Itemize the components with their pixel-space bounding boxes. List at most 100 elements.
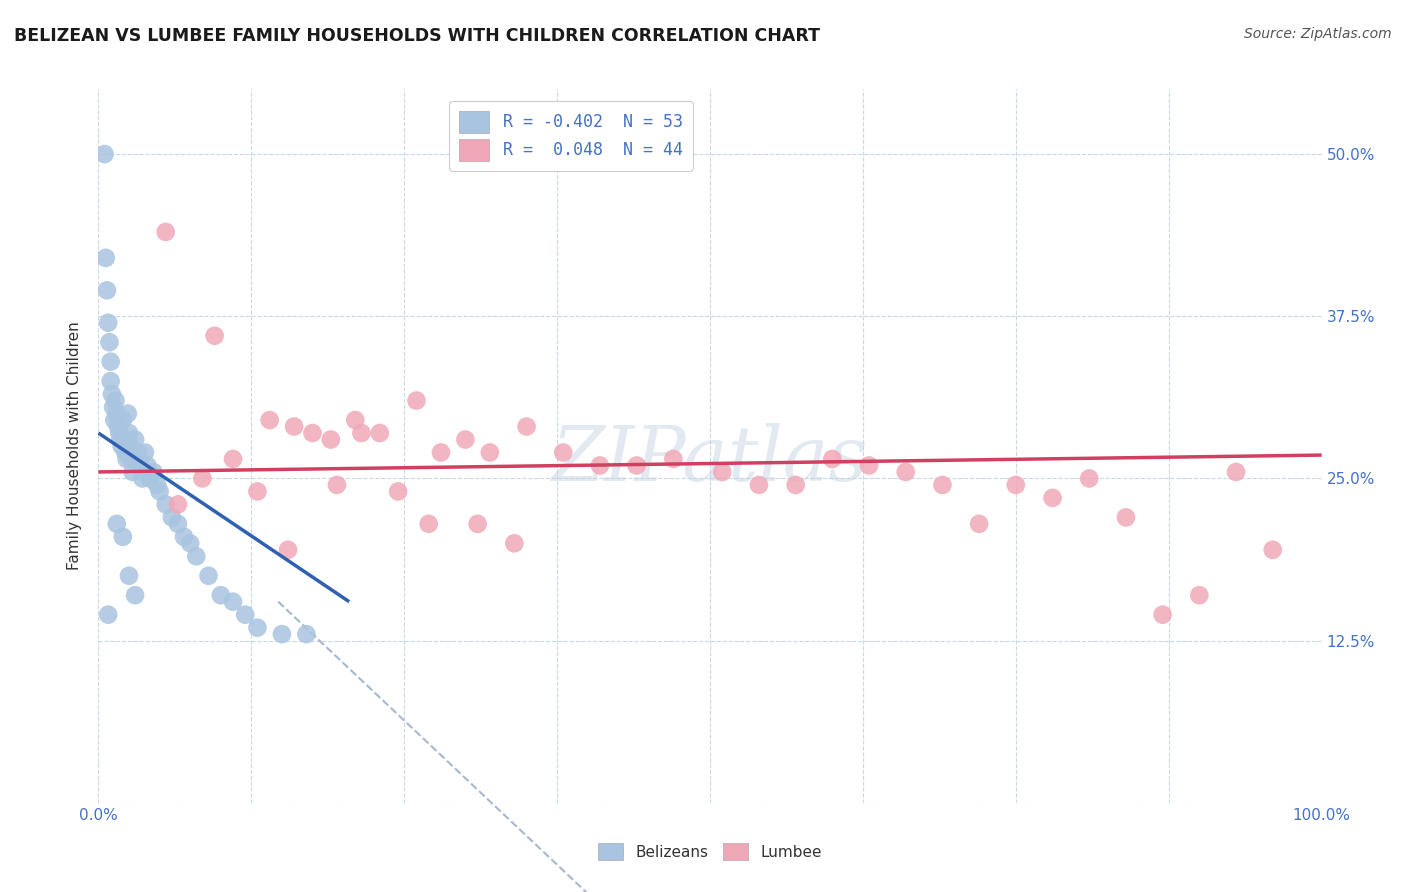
Point (204, 328, 226, 343)
Point (931, 478, 953, 492)
Point (858, 458, 880, 473)
Point (98, 335, 121, 350)
Point (418, 516, 440, 531)
Point (114, 445, 136, 459)
Point (118, 568, 141, 582)
Point (326, 478, 349, 492)
Point (97, 316, 120, 330)
Point (222, 452, 245, 467)
Point (191, 471, 214, 485)
Point (277, 542, 299, 557)
Point (246, 484, 269, 499)
Point (467, 516, 489, 531)
Point (1078, 471, 1101, 485)
Legend: Belizeans, Lumbee: Belizeans, Lumbee (592, 837, 828, 866)
Point (626, 458, 648, 473)
Point (100, 374, 122, 388)
Point (107, 419, 129, 434)
Point (108, 425, 131, 440)
Point (1188, 588, 1211, 602)
Point (711, 465, 734, 479)
Point (124, 433, 146, 447)
Point (405, 393, 427, 408)
Point (1004, 478, 1026, 492)
Point (104, 393, 127, 408)
Text: BELIZEAN VS LUMBEE FAMILY HOUSEHOLDS WITH CHILDREN CORRELATION CHART: BELIZEAN VS LUMBEE FAMILY HOUSEHOLDS WIT… (14, 27, 820, 45)
Point (197, 568, 219, 582)
Point (167, 516, 190, 531)
Point (1115, 510, 1137, 524)
Point (1261, 542, 1284, 557)
Text: Source: ZipAtlas.com: Source: ZipAtlas.com (1244, 27, 1392, 41)
Point (136, 458, 159, 473)
Point (387, 484, 409, 499)
Point (368, 425, 391, 440)
Point (105, 516, 128, 531)
Point (124, 588, 146, 602)
Point (319, 433, 342, 447)
Point (748, 478, 770, 492)
Point (1152, 607, 1174, 622)
Point (94, 251, 117, 265)
Point (179, 536, 201, 550)
Point (155, 225, 177, 239)
Y-axis label: Family Households with Children: Family Households with Children (67, 322, 83, 570)
Point (503, 536, 526, 550)
Point (186, 549, 208, 564)
Point (662, 452, 685, 467)
Point (120, 439, 142, 453)
Point (142, 465, 165, 479)
Point (120, 452, 142, 467)
Point (155, 497, 177, 511)
Point (967, 516, 990, 531)
Point (295, 627, 318, 641)
Point (101, 400, 124, 414)
Point (246, 621, 269, 635)
Point (100, 354, 122, 368)
Point (350, 425, 373, 440)
Point (97, 607, 120, 622)
Point (117, 407, 139, 421)
Point (283, 419, 305, 434)
Point (111, 439, 134, 453)
Point (118, 425, 141, 440)
Point (139, 471, 162, 485)
Point (111, 413, 134, 427)
Point (259, 413, 281, 427)
Point (121, 465, 143, 479)
Point (149, 484, 172, 499)
Point (146, 478, 169, 492)
Point (112, 433, 135, 447)
Point (589, 458, 612, 473)
Point (93, 147, 115, 161)
Point (894, 465, 917, 479)
Point (478, 445, 501, 459)
Point (515, 419, 537, 434)
Point (454, 433, 477, 447)
Point (553, 445, 575, 459)
Point (821, 452, 844, 467)
Point (344, 413, 367, 427)
Point (110, 433, 132, 447)
Point (96, 283, 118, 297)
Point (160, 510, 183, 524)
Point (134, 445, 156, 459)
Point (167, 497, 190, 511)
Point (173, 530, 195, 544)
Point (1225, 465, 1247, 479)
Text: ZIPatlas: ZIPatlas (551, 424, 869, 497)
Point (115, 452, 138, 467)
Point (209, 588, 232, 602)
Point (270, 627, 294, 641)
Point (131, 471, 153, 485)
Point (127, 445, 149, 459)
Point (1042, 491, 1064, 505)
Point (301, 425, 323, 440)
Point (101, 387, 124, 401)
Point (430, 445, 453, 459)
Point (103, 413, 125, 427)
Point (111, 530, 134, 544)
Point (129, 458, 152, 473)
Point (105, 407, 128, 421)
Point (785, 478, 807, 492)
